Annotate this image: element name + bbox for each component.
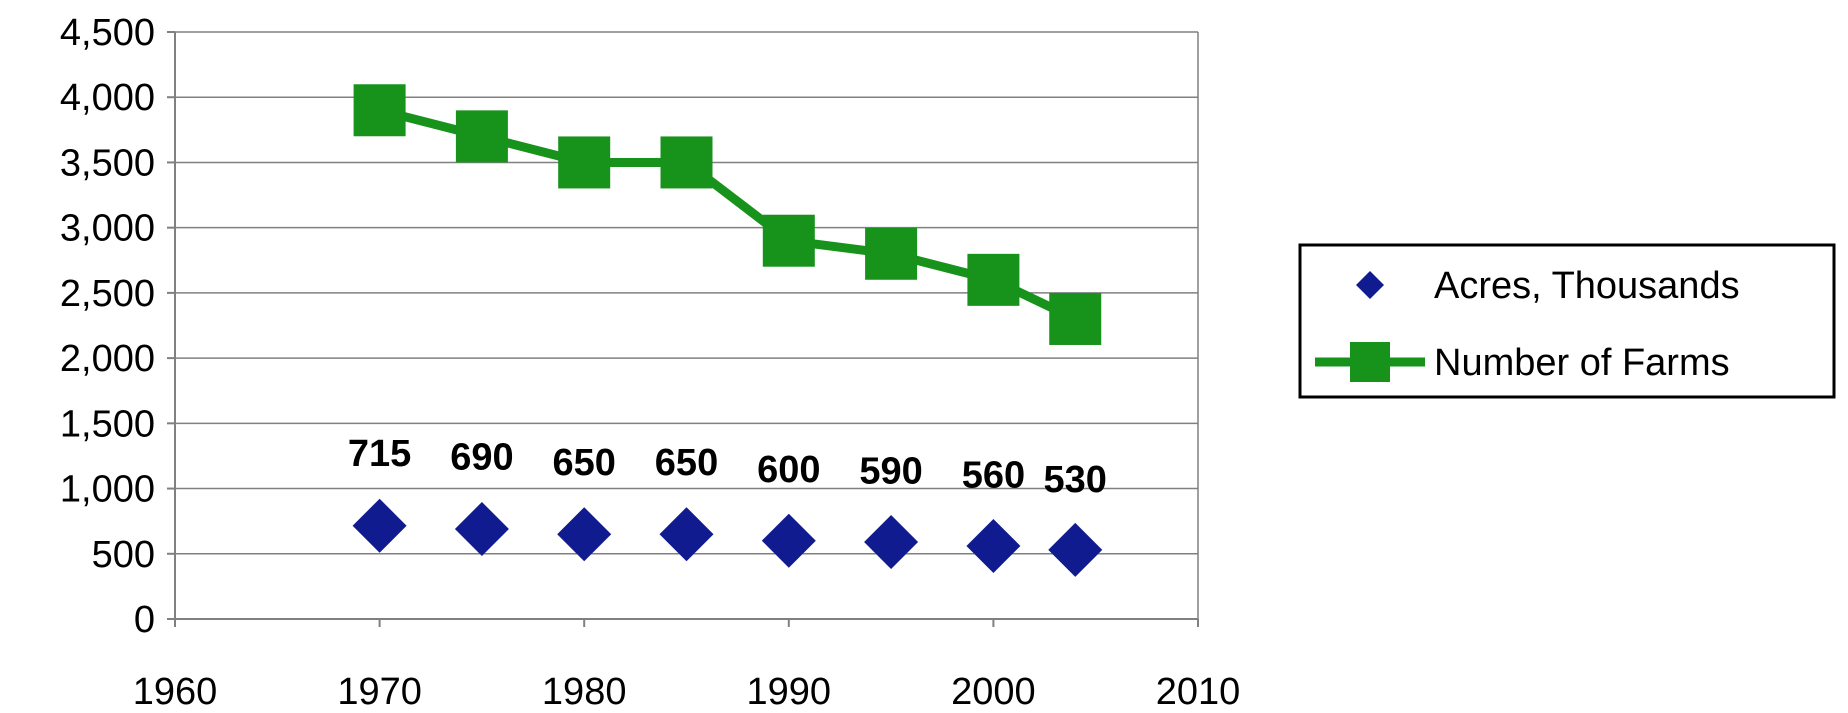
legend-label-acres: Acres, Thousands — [1434, 265, 1740, 307]
y-tick-label: 4,500 — [60, 12, 155, 54]
data-point-acres — [1048, 522, 1103, 577]
data-label: 560 — [962, 455, 1025, 497]
data-point-farms — [762, 214, 815, 267]
x-tick-label: 2010 — [1156, 671, 1241, 713]
y-tick-label: 1,000 — [60, 469, 155, 511]
legend-marker-farms — [1350, 342, 1390, 382]
data-point-acres — [864, 515, 919, 570]
y-tick-label: 500 — [92, 534, 155, 576]
plot-area: 715 690 650 650 600 590 560 530 — [348, 84, 1107, 577]
data-point-acres — [659, 507, 714, 562]
data-point-acres — [966, 518, 1021, 573]
data-point-acres — [454, 501, 509, 556]
data-label: 590 — [859, 450, 922, 492]
data-point-acres — [761, 513, 816, 568]
x-tick-label: 1960 — [133, 671, 218, 713]
data-point-farms — [353, 84, 406, 137]
data-label: 530 — [1044, 459, 1107, 501]
x-tick-label: 1980 — [542, 671, 627, 713]
y-tick-label: 3,000 — [60, 208, 155, 250]
y-tick-label: 3,500 — [60, 142, 155, 184]
data-label: 650 — [552, 442, 615, 484]
axes: 0 500 1,000 1,500 2,000 2,500 3,000 3,500 4,000 4… — [60, 12, 1240, 713]
y-tick-label: 2,500 — [60, 273, 155, 315]
data-point-farms — [660, 136, 713, 189]
y-tick-label: 1,500 — [60, 403, 155, 445]
data-point-acres — [557, 507, 612, 562]
x-tick-label: 1970 — [337, 671, 422, 713]
x-tick-label: 2000 — [951, 671, 1036, 713]
data-point-farms — [455, 110, 508, 163]
data-point-farms — [865, 227, 918, 280]
y-tick-label: 2,000 — [60, 338, 155, 380]
legend-marker-acres — [1356, 271, 1384, 299]
data-point-farms — [1049, 292, 1102, 345]
data-point-acres — [352, 498, 407, 553]
data-label: 650 — [655, 442, 718, 484]
data-point-farms — [558, 136, 611, 189]
data-label: 600 — [757, 449, 820, 491]
gridlines — [175, 31, 1199, 619]
data-point-farms — [967, 253, 1020, 306]
y-tick-label: 4,000 — [60, 77, 155, 119]
data-label: 715 — [348, 433, 411, 475]
x-tick-label: 1990 — [747, 671, 832, 713]
y-tick-label: 0 — [134, 599, 155, 641]
legend-label-farms: Number of Farms — [1434, 342, 1730, 384]
legend: Acres, Thousands Number of Farms — [1298, 243, 1836, 399]
data-label: 690 — [450, 436, 513, 478]
